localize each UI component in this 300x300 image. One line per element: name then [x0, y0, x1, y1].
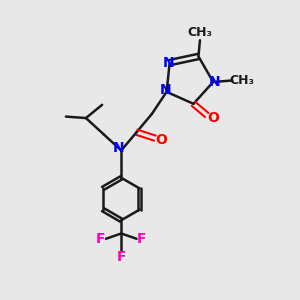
- Text: CH₃: CH₃: [229, 74, 254, 87]
- Text: F: F: [116, 250, 126, 264]
- Text: N: N: [159, 83, 171, 98]
- Text: CH₃: CH₃: [188, 26, 212, 38]
- Text: F: F: [96, 232, 105, 246]
- Text: N: N: [162, 56, 174, 70]
- Text: N: N: [113, 141, 125, 155]
- Text: N: N: [209, 75, 220, 89]
- Text: O: O: [155, 133, 167, 146]
- Text: F: F: [137, 232, 147, 246]
- Text: O: O: [207, 111, 219, 125]
